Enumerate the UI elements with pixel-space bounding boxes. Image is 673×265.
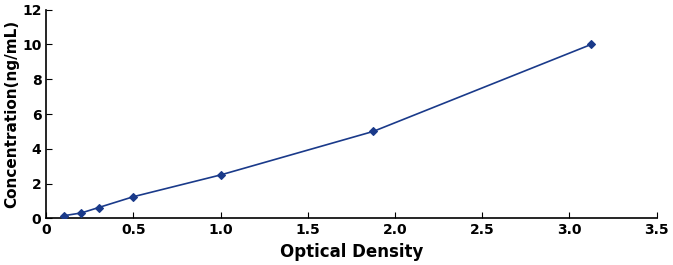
X-axis label: Optical Density: Optical Density bbox=[280, 243, 423, 261]
Y-axis label: Concentration(ng/mL): Concentration(ng/mL) bbox=[4, 20, 19, 208]
